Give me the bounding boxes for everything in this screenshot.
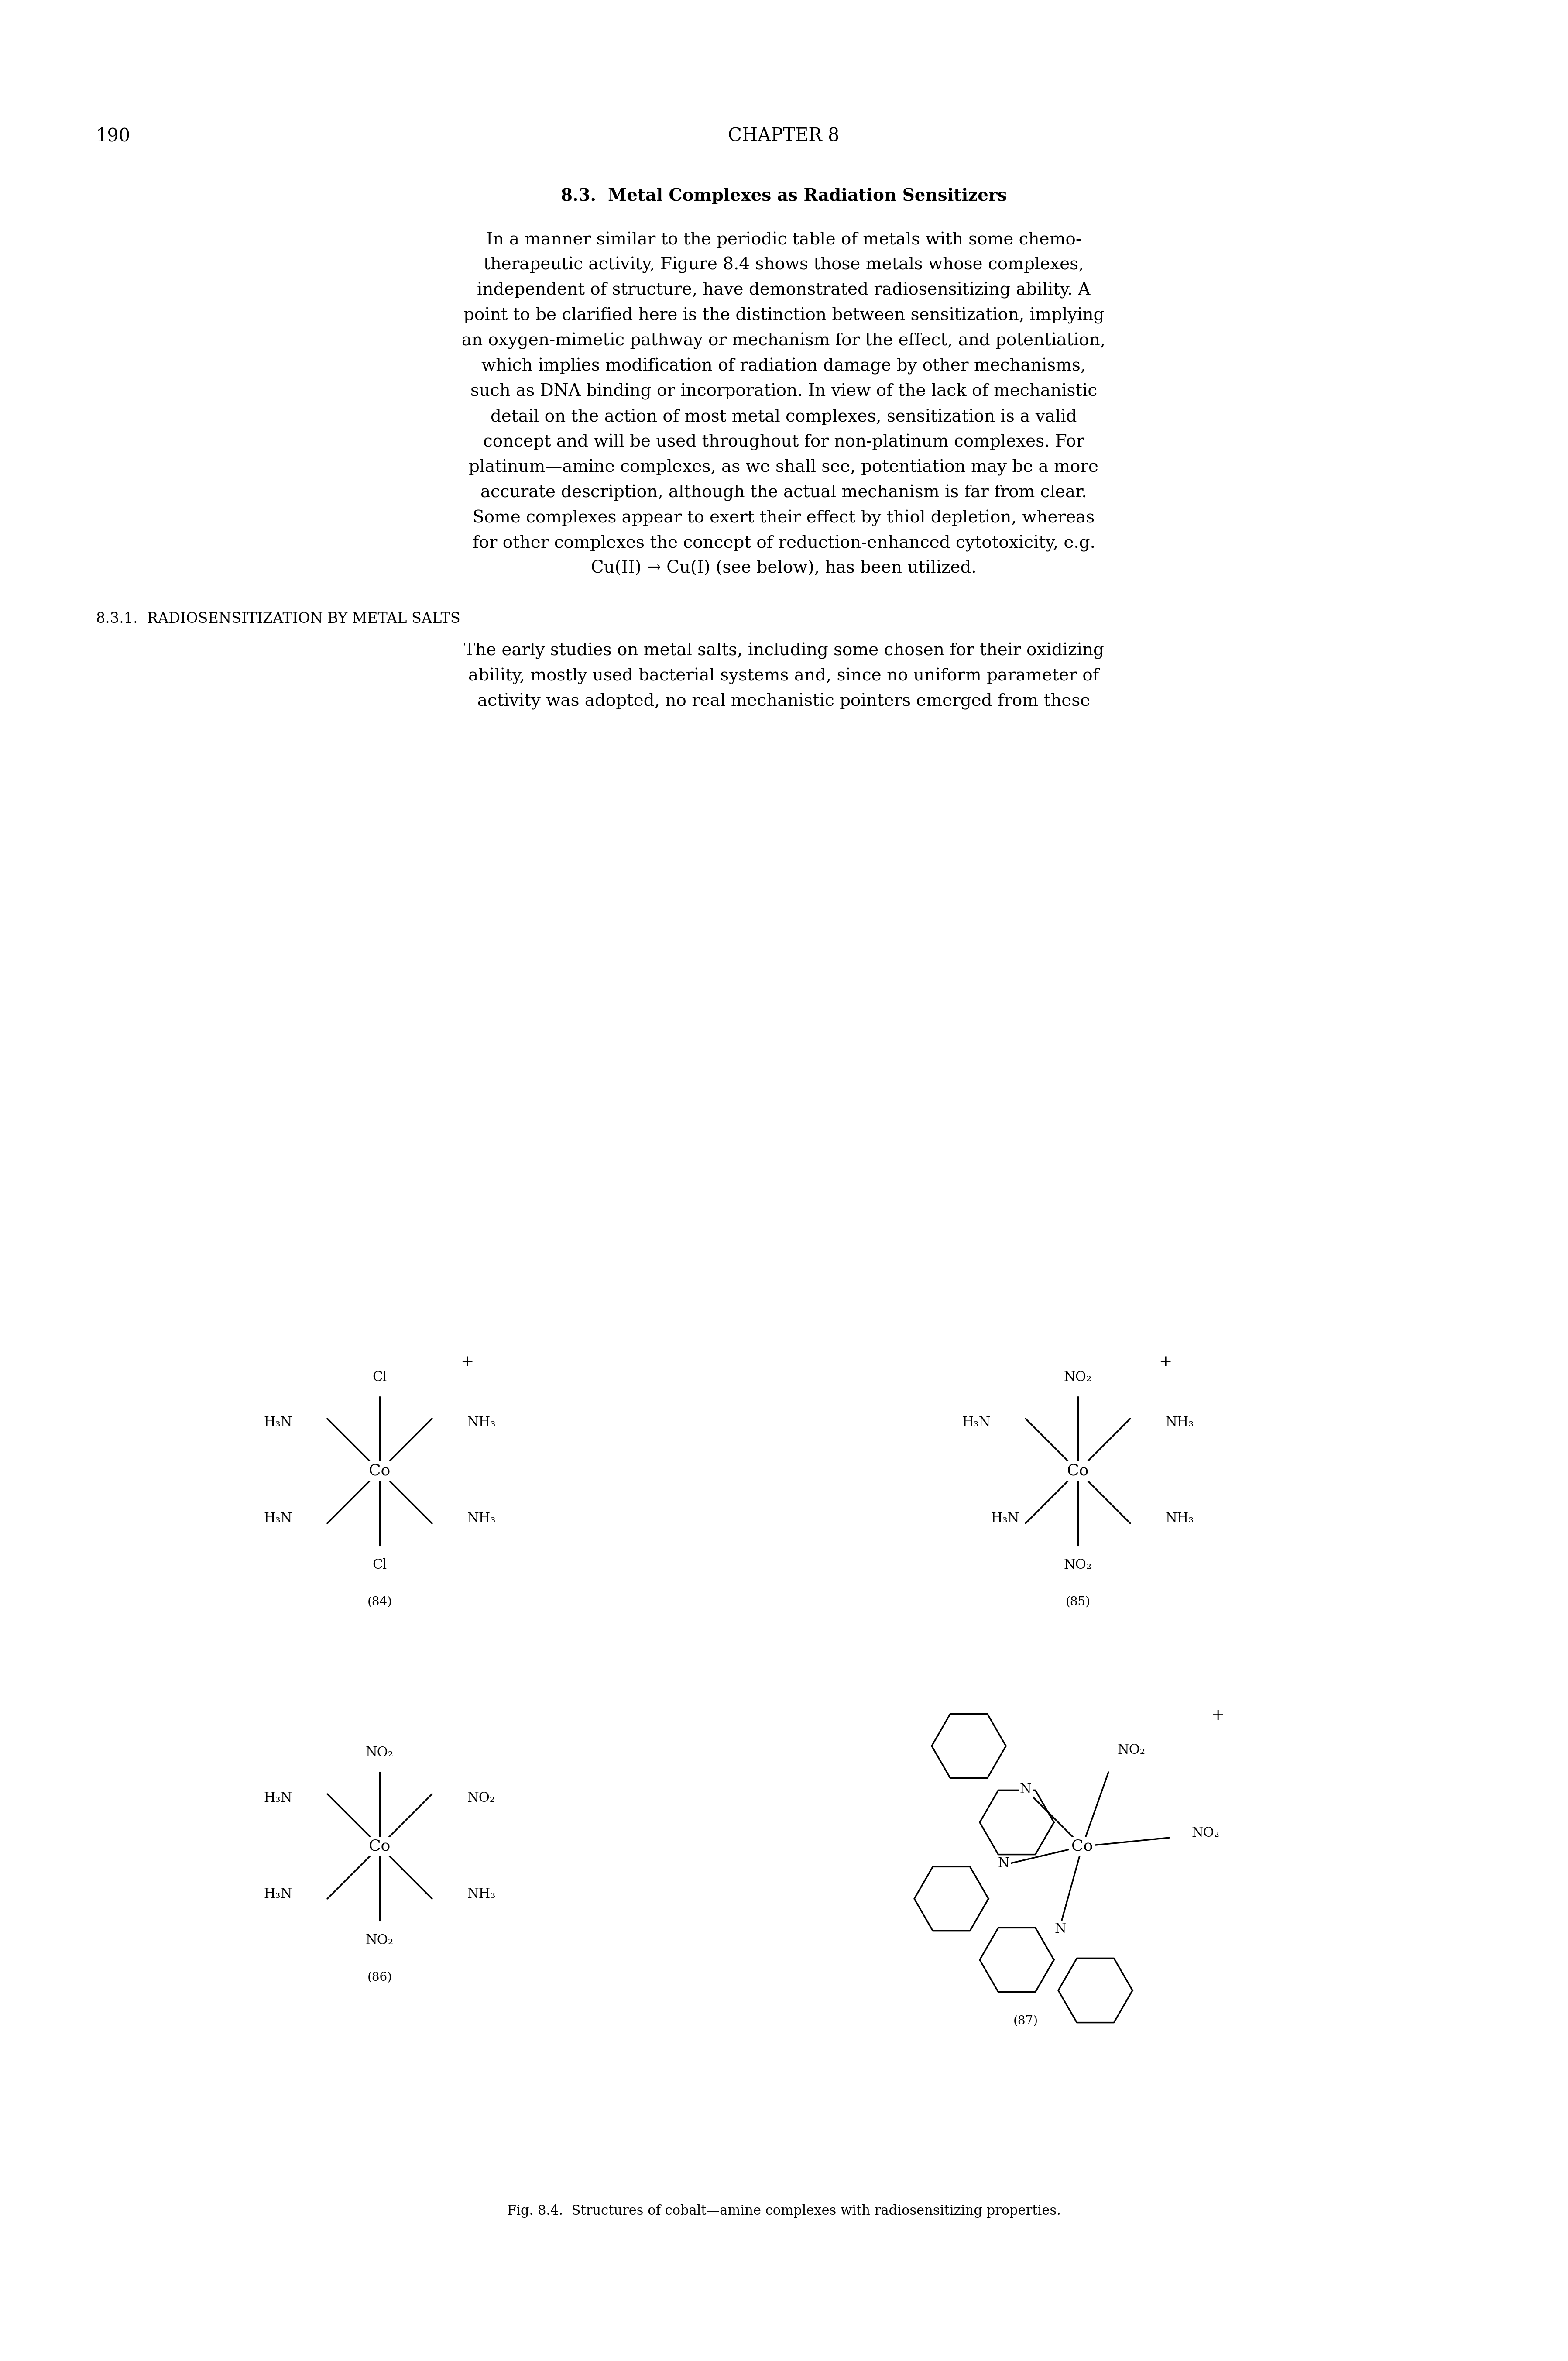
Text: NH₃: NH₃: [467, 1889, 495, 1901]
Text: NH₃: NH₃: [467, 1513, 495, 1525]
Text: NO₂: NO₂: [467, 1792, 495, 1806]
Text: 190: 190: [96, 127, 130, 144]
Text: CHAPTER 8: CHAPTER 8: [728, 127, 839, 144]
Text: Cu(II) → Cu(I) (see below), has been utilized.: Cu(II) → Cu(I) (see below), has been uti…: [591, 560, 977, 576]
Text: which implies modification of radiation damage by other mechanisms,: which implies modification of radiation …: [481, 359, 1087, 375]
Text: NO₂: NO₂: [1065, 1558, 1091, 1572]
Text: Co: Co: [1068, 1464, 1088, 1478]
Text: (85): (85): [1066, 1596, 1090, 1608]
Text: Co: Co: [368, 1839, 390, 1853]
Text: independent of structure, have demonstrated radiosensitizing ability. A: independent of structure, have demonstra…: [477, 281, 1090, 297]
Text: N: N: [1019, 1783, 1032, 1797]
Text: H₃N: H₃N: [263, 1889, 292, 1901]
Text: Some complexes appear to exert their effect by thiol depletion, whereas: Some complexes appear to exert their eff…: [474, 510, 1094, 527]
Text: Co: Co: [1071, 1839, 1093, 1853]
Text: Cl: Cl: [373, 1369, 387, 1384]
Text: (86): (86): [367, 1971, 392, 1983]
Text: detail on the action of most metal complexes, sensitization is a valid: detail on the action of most metal compl…: [491, 408, 1077, 425]
Text: (87): (87): [1013, 2014, 1038, 2026]
Text: point to be clarified here is the distinction between sensitization, implying: point to be clarified here is the distin…: [464, 307, 1104, 323]
Text: Cl: Cl: [373, 1558, 387, 1572]
Text: an oxygen-mimetic pathway or mechanism for the effect, and potentiation,: an oxygen-mimetic pathway or mechanism f…: [463, 333, 1105, 349]
Text: +: +: [461, 1355, 474, 1369]
Text: Fig. 8.4.  Structures of cobalt—amine complexes with radiosensitizing properties: Fig. 8.4. Structures of cobalt—amine com…: [506, 2205, 1060, 2217]
Text: NH₃: NH₃: [467, 1417, 495, 1431]
Text: therapeutic activity, Figure 8.4 shows those metals whose complexes,: therapeutic activity, Figure 8.4 shows t…: [483, 257, 1083, 274]
Text: +: +: [1210, 1707, 1225, 1724]
Text: The early studies on metal salts, including some chosen for their oxidizing: The early studies on metal salts, includ…: [464, 642, 1104, 659]
Text: H₃N: H₃N: [263, 1513, 292, 1525]
Text: NO₂: NO₂: [365, 1934, 394, 1948]
Text: for other complexes the concept of reduction-enhanced cytotoxicity, e.g.: for other complexes the concept of reduc…: [472, 536, 1094, 552]
Text: N: N: [1055, 1922, 1066, 1936]
Text: activity was adopted, no real mechanistic pointers emerged from these: activity was adopted, no real mechanisti…: [477, 694, 1090, 711]
Text: ability, mostly used bacterial systems and, since no uniform parameter of: ability, mostly used bacterial systems a…: [469, 668, 1099, 685]
Text: H₃N: H₃N: [263, 1417, 292, 1431]
Text: 8.3.1.  RADIOSENSITIZATION BY METAL SALTS: 8.3.1. RADIOSENSITIZATION BY METAL SALTS: [96, 611, 461, 626]
Text: N: N: [997, 1858, 1010, 1870]
Text: NO₂: NO₂: [1116, 1742, 1145, 1757]
Text: such as DNA binding or incorporation. In view of the lack of mechanistic: such as DNA binding or incorporation. In…: [470, 382, 1098, 399]
Text: (84): (84): [367, 1596, 392, 1608]
Text: NO₂: NO₂: [365, 1745, 394, 1759]
Text: H₃N: H₃N: [963, 1417, 991, 1431]
Text: NO₂: NO₂: [1065, 1369, 1091, 1384]
Text: NO₂: NO₂: [1192, 1827, 1220, 1839]
Text: H₃N: H₃N: [991, 1513, 1019, 1525]
Text: Co: Co: [368, 1464, 390, 1478]
Text: 8.3.  Metal Complexes as Radiation Sensitizers: 8.3. Metal Complexes as Radiation Sensit…: [561, 187, 1007, 205]
Text: platinum—amine complexes, as we shall see, potentiation may be a more: platinum—amine complexes, as we shall se…: [469, 458, 1099, 477]
Text: H₃N: H₃N: [263, 1792, 292, 1806]
Text: NH₃: NH₃: [1165, 1417, 1193, 1431]
Text: NH₃: NH₃: [1165, 1513, 1193, 1525]
Text: In a manner similar to the periodic table of metals with some chemo-: In a manner similar to the periodic tabl…: [486, 231, 1082, 248]
Text: concept and will be used throughout for non-platinum complexes. For: concept and will be used throughout for …: [483, 434, 1085, 451]
Text: accurate description, although the actual mechanism is far from clear.: accurate description, although the actua…: [480, 484, 1087, 501]
Text: +: +: [1159, 1355, 1171, 1369]
